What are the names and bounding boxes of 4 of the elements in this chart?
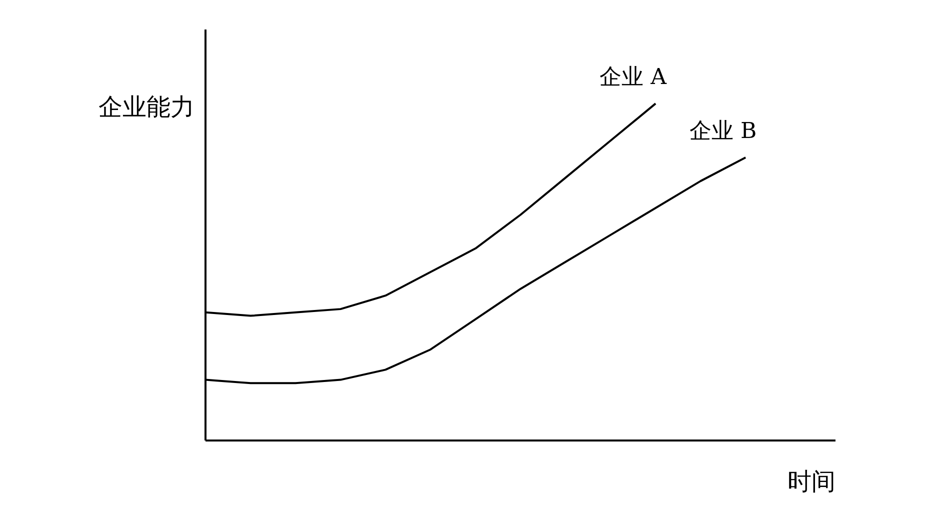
x-axis-title: 时间 xyxy=(788,467,836,496)
series-label: 企业 A xyxy=(600,65,668,90)
y-axis-title: 企业能力 xyxy=(98,92,194,121)
series-label: 企业 B xyxy=(690,119,757,144)
